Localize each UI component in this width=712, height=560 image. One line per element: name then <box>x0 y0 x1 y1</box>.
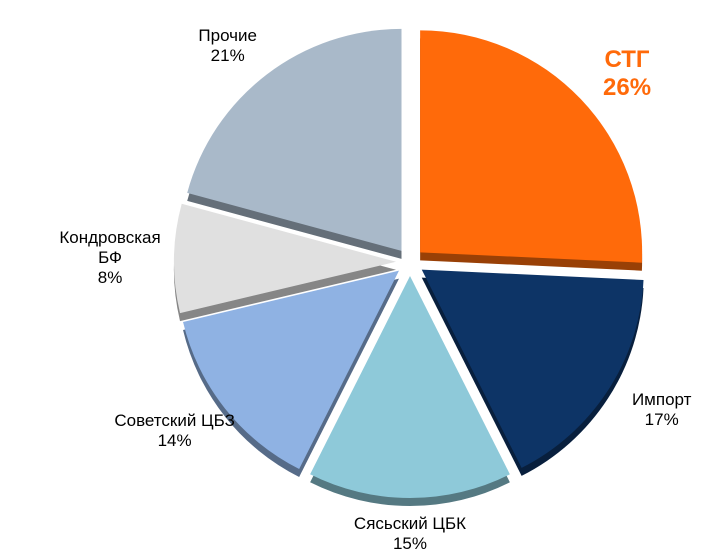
slice <box>420 30 643 263</box>
value-label: 14% <box>157 430 192 450</box>
slice <box>187 28 402 251</box>
slice-label: Кондровская БФ 8% <box>59 228 160 288</box>
category-label: Импорт <box>631 390 692 410</box>
slice-label: Импорт 17% <box>632 390 691 430</box>
category-label: СТГ <box>604 46 650 74</box>
slice <box>183 270 400 469</box>
slice <box>174 203 397 314</box>
slice-label: Советский ЦБЗ 14% <box>114 411 235 451</box>
category-label: Сясьский ЦБК <box>353 514 467 533</box>
slice-label: Сясьский ЦБК 15% <box>354 514 466 554</box>
slice <box>421 269 644 468</box>
category-label: Прочие <box>198 25 257 45</box>
value-label: 21% <box>210 45 245 65</box>
slice-label: Прочие 21% <box>198 26 257 66</box>
value-label: 26% <box>602 74 652 102</box>
value-label: 15% <box>392 534 428 553</box>
slice <box>310 276 510 498</box>
category-label: Кондровская БФ <box>59 227 161 267</box>
slice-label: СТГ 26% <box>603 46 651 102</box>
category-label: Советский ЦБЗ <box>114 410 235 430</box>
value-label: 17% <box>644 410 679 430</box>
value-label: 8% <box>97 267 123 287</box>
